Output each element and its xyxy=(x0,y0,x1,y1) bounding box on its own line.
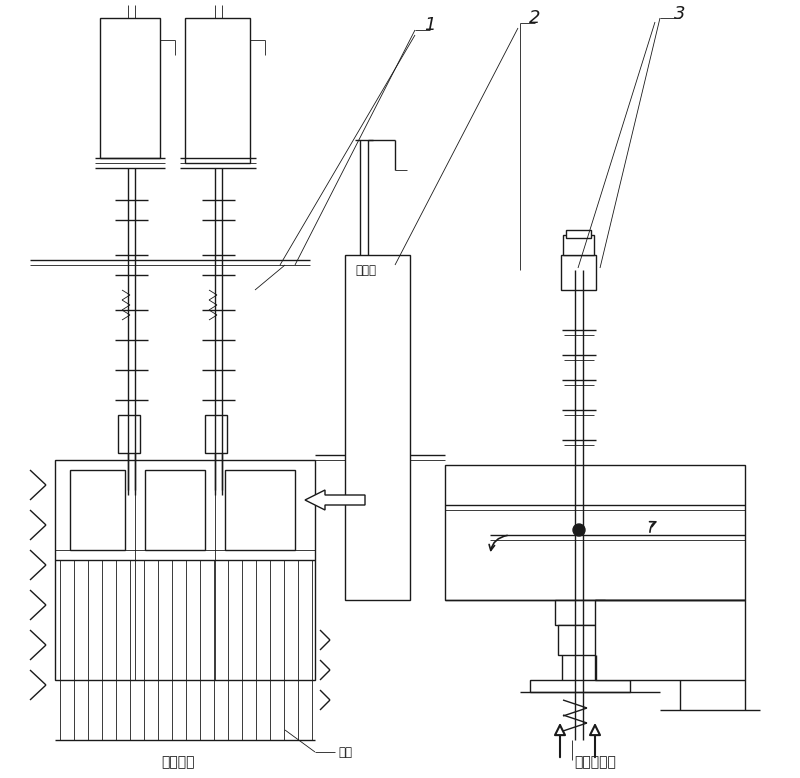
Text: 净气室: 净气室 xyxy=(355,264,376,276)
Bar xyxy=(558,625,602,655)
Bar xyxy=(70,470,125,550)
Text: 1: 1 xyxy=(424,16,436,34)
Text: 2: 2 xyxy=(530,9,541,27)
Bar xyxy=(185,18,250,163)
Bar xyxy=(445,465,745,600)
Bar xyxy=(118,415,140,453)
Bar xyxy=(530,680,630,692)
Text: 滤袋: 滤袋 xyxy=(338,745,352,759)
Text: 3: 3 xyxy=(674,5,686,23)
Text: 反吹风通道: 反吹风通道 xyxy=(574,755,616,769)
Bar xyxy=(55,460,315,680)
Bar xyxy=(345,255,410,600)
Circle shape xyxy=(573,524,585,536)
Bar xyxy=(205,415,227,453)
Bar xyxy=(555,600,605,625)
Bar xyxy=(595,600,745,680)
Bar xyxy=(566,230,591,238)
Bar xyxy=(225,470,295,550)
Bar xyxy=(561,255,596,290)
Bar xyxy=(145,470,205,550)
Bar xyxy=(100,18,160,158)
Bar xyxy=(563,235,594,255)
Polygon shape xyxy=(305,490,365,510)
Text: 滤尘分室: 滤尘分室 xyxy=(162,755,194,769)
